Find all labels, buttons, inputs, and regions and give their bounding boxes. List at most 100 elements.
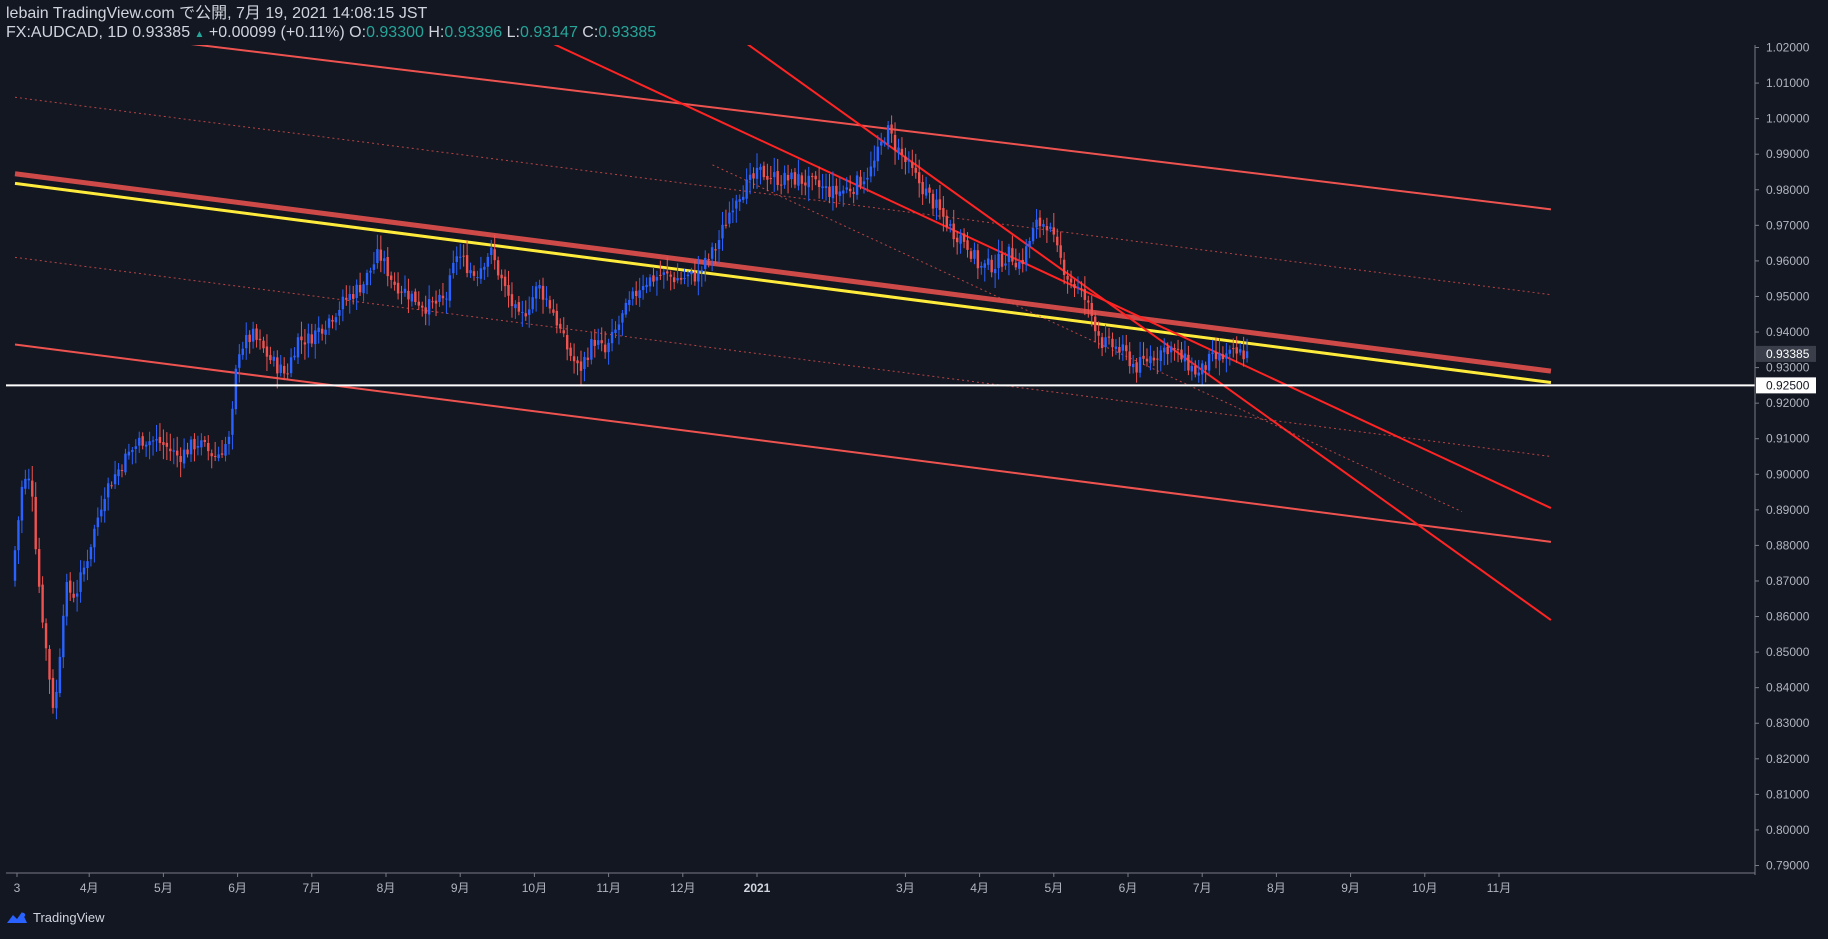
candle-288	[1007, 243, 1011, 276]
candle-185	[652, 267, 655, 287]
candle-body	[106, 483, 110, 498]
candle-220	[773, 157, 776, 192]
candle-342	[1194, 360, 1197, 378]
candle-74	[269, 346, 272, 365]
candle-body	[883, 142, 886, 144]
price-tick-label: 1.01000	[1766, 76, 1810, 90]
time-tick-label: 11月	[596, 881, 620, 895]
candle-194	[683, 268, 686, 285]
candle-body	[207, 442, 210, 452]
candle-175	[617, 315, 621, 345]
candle-body	[134, 446, 137, 449]
candle-335	[1169, 341, 1173, 363]
price-tick-label: 0.92000	[1766, 396, 1810, 410]
candle-body	[1142, 355, 1145, 359]
candle-195	[686, 270, 690, 287]
candle-78	[282, 357, 286, 381]
candle-58	[213, 441, 217, 462]
candle-body	[721, 224, 724, 239]
candle-334	[1166, 342, 1169, 365]
candle-208	[731, 198, 735, 223]
candle-body	[659, 274, 662, 276]
candle-body	[496, 260, 500, 276]
price-axis[interactable]: 1.02000 1.01000 1.00000 0.99000 0.98000 0.970…	[1755, 41, 1810, 873]
candle-321	[1121, 335, 1125, 361]
candle-135	[479, 256, 483, 284]
candle-275	[962, 228, 966, 249]
candle-body	[786, 174, 790, 181]
candle-body	[835, 185, 838, 195]
candle-148	[524, 300, 527, 321]
close-label: C:	[582, 24, 599, 41]
time-tick-label: 8月	[377, 881, 396, 895]
candle-body	[1059, 245, 1062, 258]
candle-168	[593, 329, 596, 358]
candle-body	[20, 486, 24, 521]
candle-body	[403, 288, 407, 293]
candle-body	[13, 550, 17, 581]
candle-197	[693, 260, 697, 286]
candle-290	[1014, 248, 1018, 271]
price-tick-label: 1.00000	[1766, 112, 1810, 126]
candle-body	[552, 309, 555, 313]
footer-branding[interactable]: TradingView	[6, 910, 105, 925]
candle-body	[641, 286, 645, 291]
candle-body	[51, 677, 55, 708]
candle-47	[176, 436, 179, 468]
candle-89	[320, 324, 324, 341]
candle-352	[1228, 345, 1232, 366]
candle-127	[452, 250, 455, 279]
candle-body	[869, 166, 873, 177]
candle-237	[831, 171, 835, 211]
candle-body	[341, 296, 345, 310]
plot-area[interactable]	[6, 45, 1755, 873]
symbol-label[interactable]: FX:AUDCAD, 1D	[6, 24, 128, 41]
candle-body	[918, 172, 921, 184]
candle-219	[769, 165, 773, 185]
candle-body	[1031, 228, 1035, 242]
price-tick-label: 0.84000	[1766, 681, 1810, 695]
candle-343	[1197, 359, 1200, 383]
candle-body	[831, 185, 835, 199]
candle-56	[207, 435, 210, 461]
candle-206	[724, 209, 728, 229]
candle-174	[614, 321, 617, 339]
candle-338	[1180, 341, 1183, 363]
candle-body	[376, 249, 379, 264]
candle-body	[314, 330, 317, 345]
candle-188	[662, 268, 666, 289]
candle-body	[200, 440, 203, 448]
candle-body	[762, 165, 766, 178]
candle-body	[949, 224, 952, 226]
candle-body	[138, 437, 141, 446]
trend-lower	[14, 343, 1552, 543]
trend-yellow	[14, 181, 1552, 385]
candle-349	[1218, 338, 1221, 376]
candle-140	[496, 256, 500, 280]
time-axis[interactable]: 3 4月 5月 6月 7月 8月 9月 10月 11月 12月 2021 3月 4月 5月 6月 7月 8月 9月…	[14, 873, 1512, 895]
candle-260	[911, 149, 914, 176]
candle-body	[383, 258, 386, 262]
candle-body	[793, 172, 797, 185]
candle-205	[721, 211, 724, 251]
candle-102	[365, 269, 369, 295]
candle-180	[635, 281, 638, 305]
candle-body	[1080, 288, 1083, 290]
candle-body	[555, 310, 559, 326]
candle-337	[1176, 339, 1180, 363]
candle-body	[1007, 246, 1011, 262]
candle-300	[1049, 222, 1052, 233]
candle-207	[728, 201, 731, 228]
candle-body	[811, 175, 814, 177]
candle-body	[424, 307, 427, 314]
candle-97	[348, 285, 351, 314]
candle-243	[852, 187, 855, 204]
candle-32	[124, 448, 127, 476]
price-label-0.93385: 0.93385	[1756, 345, 1816, 362]
candle-136	[483, 262, 486, 280]
candle-21	[86, 549, 89, 581]
candle-42	[158, 423, 162, 451]
candle-354	[1235, 336, 1238, 363]
candle-body	[117, 469, 120, 477]
